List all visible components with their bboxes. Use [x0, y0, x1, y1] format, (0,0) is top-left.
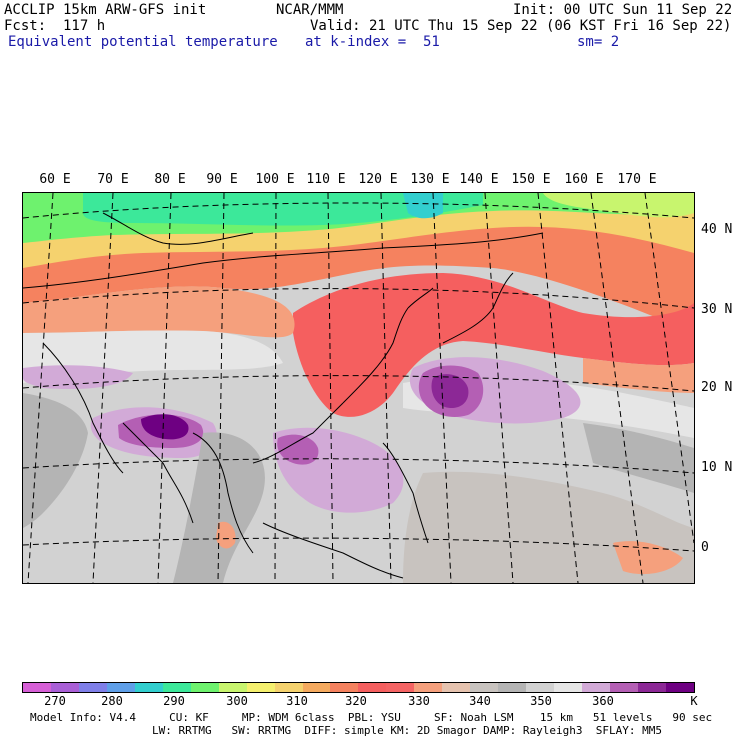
colorbar-label: 300: [226, 694, 248, 708]
lon-label: 120 E: [358, 172, 398, 187]
init-time: Init: 00 UTC Sun 11 Sep 22: [513, 2, 733, 18]
lon-label: 130 E: [410, 172, 450, 187]
colorbar-label: 290: [163, 694, 185, 708]
colorbar-swatch: [665, 683, 694, 692]
colorbar-swatch: [274, 683, 303, 692]
lon-label: 160 E: [564, 172, 604, 187]
lon-label: 80 E: [154, 172, 186, 187]
colorbar-swatch: [330, 683, 359, 692]
colorbar-label: 360: [592, 694, 614, 708]
colorbar-swatch: [23, 683, 51, 692]
colorbar-swatch: [414, 683, 443, 692]
colorbar-label: 320: [345, 694, 367, 708]
colorbar-swatch: [246, 683, 275, 692]
level-index: at k-index = 51: [305, 34, 440, 50]
colorbar-label: 270: [44, 694, 66, 708]
field-name: Equivalent potential temperature: [8, 34, 278, 50]
model-info: Model Info: V4.4 CU: KF MP: WDM 6class P…: [30, 711, 713, 724]
colorbar-swatch: [134, 683, 163, 692]
colorbar-label: 350: [530, 694, 552, 708]
colorbar-label: 280: [101, 694, 123, 708]
lon-label: 70 E: [97, 172, 129, 187]
lon-label: 60 E: [39, 172, 71, 187]
colorbar-swatch: [470, 683, 499, 692]
colorbar-swatch: [526, 683, 555, 692]
colorbar: [22, 682, 695, 693]
forecast-hour: Fcst: 117 h: [4, 18, 106, 34]
colorbar-unit: K: [690, 694, 698, 708]
lat-label: 40 N: [701, 222, 733, 237]
colorbar-swatch: [582, 683, 611, 692]
lon-label: 110 E: [306, 172, 346, 187]
center-label: NCAR/MMM: [276, 2, 344, 18]
run-title: ACCLIP 15km ARW-GFS init: [4, 2, 207, 18]
colorbar-swatch: [106, 683, 135, 692]
lat-label: 10 N: [701, 460, 733, 475]
colorbar-swatch: [162, 683, 191, 692]
lat-label: 30 N: [701, 302, 733, 317]
colorbar-label: 340: [469, 694, 491, 708]
physics-info: LW: RRTMG SW: RRTMG DIFF: simple KM: 2D …: [152, 724, 662, 737]
theta-e-map: [22, 192, 695, 584]
colorbar-swatch: [554, 683, 583, 692]
colorbar-swatch: [637, 683, 666, 692]
valid-time: Valid: 21 UTC Thu 15 Sep 22 (06 KST Fri …: [310, 18, 732, 34]
colorbar-swatch: [358, 683, 387, 692]
lon-label: 150 E: [511, 172, 551, 187]
colorbar-swatch: [302, 683, 331, 692]
lon-label: 140 E: [459, 172, 499, 187]
colorbar-swatch: [610, 683, 638, 692]
lat-label: 0: [701, 540, 709, 555]
smoothing: sm= 2: [577, 34, 620, 50]
colorbar-label: 310: [286, 694, 308, 708]
lon-label: 170 E: [617, 172, 657, 187]
colorbar-swatch: [50, 683, 79, 692]
lon-label: 100 E: [255, 172, 295, 187]
colorbar-swatch: [386, 683, 415, 692]
lat-label: 20 N: [701, 380, 733, 395]
colorbar-swatch: [442, 683, 471, 692]
colorbar-swatch: [218, 683, 247, 692]
colorbar-swatch: [190, 683, 219, 692]
colorbar-swatch: [78, 683, 107, 692]
lon-label: 90 E: [206, 172, 238, 187]
colorbar-swatch: [498, 683, 527, 692]
colorbar-label: 330: [408, 694, 430, 708]
